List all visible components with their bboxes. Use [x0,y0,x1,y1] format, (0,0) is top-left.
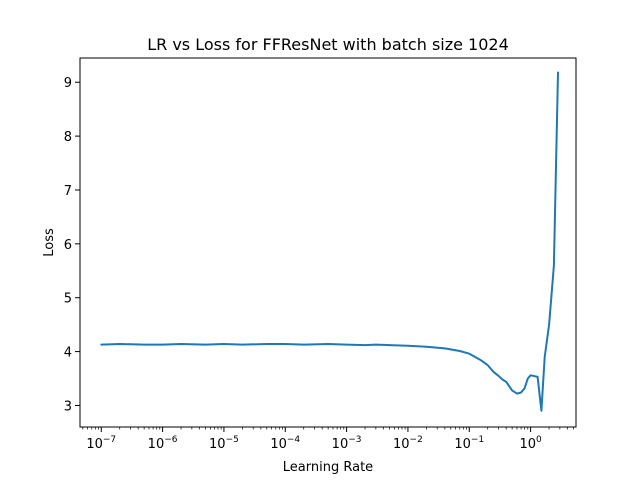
x-tick-label-base: 10 [454,437,471,452]
x-tick-label: 10−1 [454,435,484,452]
x-tick-label: 10−5 [209,435,239,452]
y-tick-label: 6 [64,238,72,253]
x-tick-label: 10−6 [148,435,178,452]
y-tick-label: 3 [64,399,72,414]
x-tick-label-base: 10 [209,437,226,452]
y-axis-label: Loss [42,228,57,257]
x-tick-label-exponent: 0 [536,435,542,445]
x-tick-label: 10−3 [332,435,362,452]
x-tick-label-exponent: −6 [164,435,178,445]
x-tick-label-exponent: −7 [103,435,116,445]
x-tick-label-base: 10 [332,437,349,452]
x-tick-label-exponent: −3 [348,435,361,445]
x-tick-label: 10−4 [270,435,300,452]
chart-title: LR vs Loss for FFResNet with batch size … [147,35,509,54]
x-tick-label: 10−2 [393,435,423,452]
x-tick-label-base: 10 [148,437,165,452]
x-axis-ticks: 10−7 10−6 10−5 10−4 10−3 10−2 10−1 100 [82,427,574,452]
x-tick-label: 10−7 [86,435,116,452]
x-tick-label-exponent: −4 [287,435,301,445]
x-tick-label-exponent: −2 [410,435,423,445]
y-tick-label: 9 [64,76,72,91]
y-axis-ticks: 3 4 5 6 7 8 9 [64,76,80,414]
x-tick-label-base: 10 [86,437,103,452]
x-axis-label: Learning Rate [283,460,373,475]
x-tick-label-base: 10 [270,437,287,452]
plot-frame [79,57,577,428]
x-tick-label-base: 10 [519,437,536,452]
loss-series-line [100,71,559,412]
y-tick-label: 4 [64,346,72,361]
x-tick-label-base: 10 [393,437,410,452]
y-tick-label: 5 [64,292,72,307]
series-group [100,71,559,412]
x-tick-label-exponent: −5 [226,435,239,445]
x-tick-label: 100 [519,435,542,452]
y-tick-label: 8 [64,130,72,145]
x-tick-label-exponent: −1 [471,435,484,445]
y-tick-label: 7 [64,184,72,199]
